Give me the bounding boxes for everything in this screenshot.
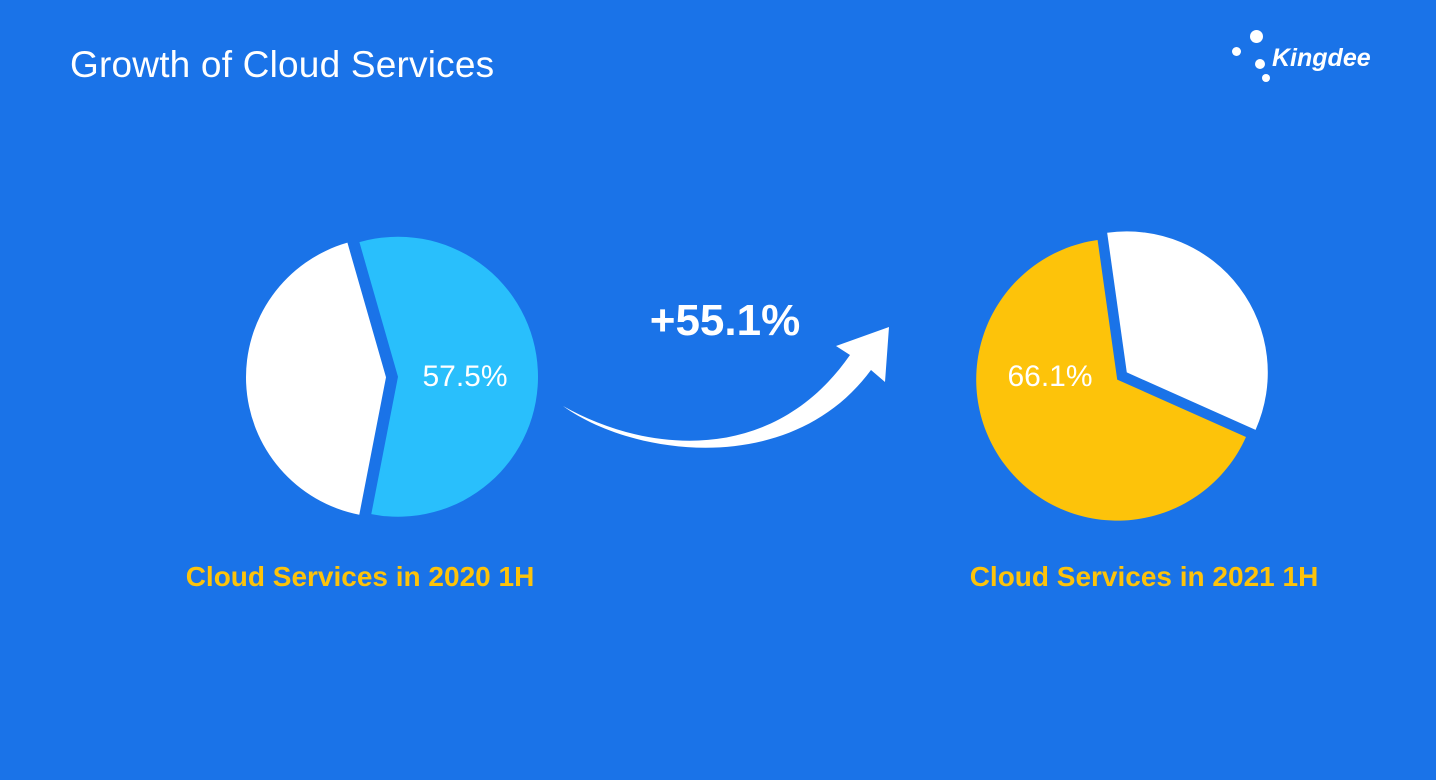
pie-slice-2020-1 bbox=[246, 242, 387, 515]
pie-caption-2020: Cloud Services in 2020 1H bbox=[185, 561, 535, 592]
brand-logo: Kingdee bbox=[1232, 30, 1402, 86]
page-title: Growth of Cloud Services bbox=[70, 44, 495, 85]
pie-chart-2020: 57.5% bbox=[246, 236, 538, 517]
kingdee-dots-logo-icon bbox=[1232, 30, 1272, 86]
pie-data-label-2020: 57.5% bbox=[422, 360, 507, 393]
pie-caption-2021: Cloud Services in 2021 1H bbox=[969, 561, 1319, 592]
brand-name: Kingdee bbox=[1272, 44, 1371, 72]
pie-data-label-2021: 66.1% bbox=[1007, 360, 1092, 393]
curved-arrow-icon bbox=[563, 327, 889, 448]
growth-percentage: +55.1% bbox=[649, 296, 801, 345]
pie-slice-2021-1 bbox=[1107, 231, 1268, 430]
pie-slice-2020-0 bbox=[359, 236, 538, 517]
pie-slice-2021-0 bbox=[976, 239, 1246, 521]
pie-chart-2021: 66.1% bbox=[976, 231, 1268, 521]
